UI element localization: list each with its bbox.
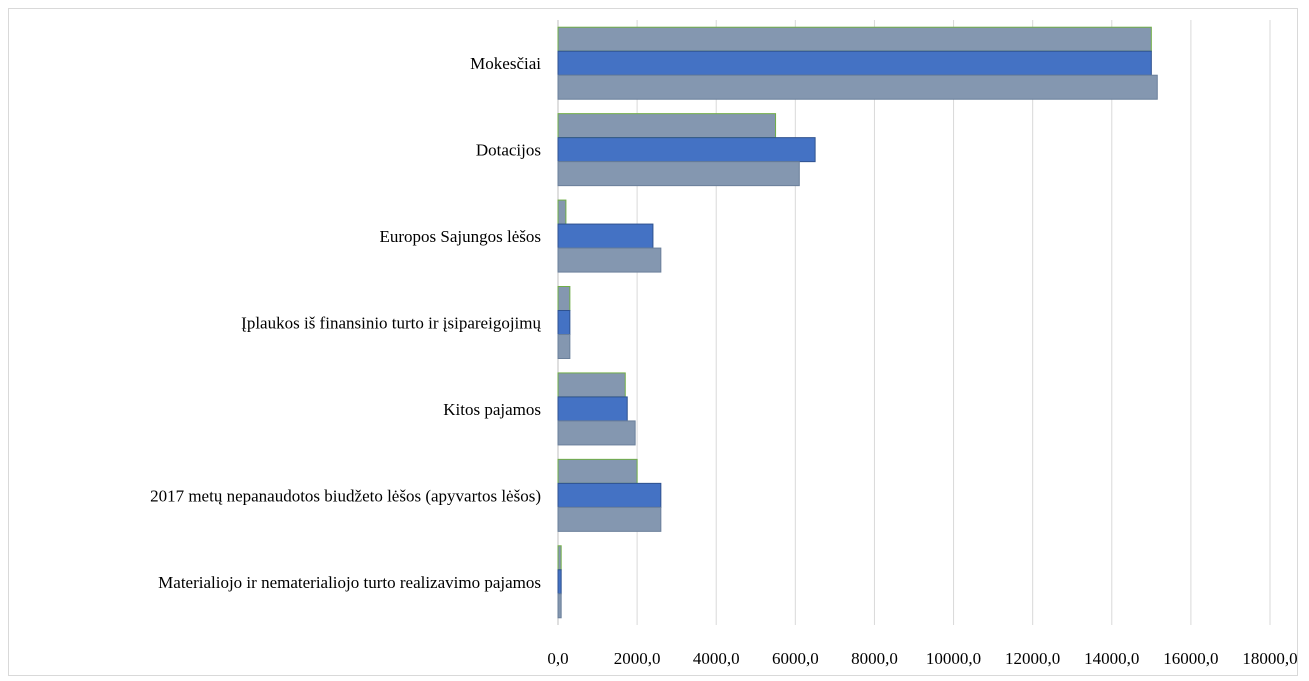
category-label: Dotacijos	[476, 141, 541, 160]
bar-series-1	[557, 26, 1152, 52]
category-label: Europos Sajungos lėšos	[380, 227, 542, 246]
x-tick-label: 8000,0	[851, 649, 898, 668]
bar-series-1	[557, 199, 567, 225]
bar-series-3	[557, 334, 571, 359]
bar-series-2	[557, 482, 662, 508]
x-tick-label: 2000,0	[614, 649, 661, 668]
bar-series-3	[557, 420, 636, 446]
bar-series-2	[557, 223, 654, 249]
x-tick-label: 0,0	[547, 649, 568, 668]
x-tick-label: 18000,0	[1242, 649, 1297, 668]
category-label: Mokesčiai	[470, 54, 541, 73]
category-label: Įplaukos iš finansinio turto ir įsiparei…	[241, 314, 541, 333]
bar-series-1	[557, 286, 571, 311]
bar-series-2	[557, 396, 628, 422]
x-tick-labels: 0,0 2000,0 4000,0 6000,0 8000,0 10000,0 12000,…	[547, 649, 1297, 668]
x-tick-label: 6000,0	[772, 649, 819, 668]
x-tick-label: 10000,0	[926, 649, 981, 668]
bar-series-3	[557, 161, 800, 187]
bar-series-3	[557, 247, 662, 273]
bar-series-3	[557, 74, 1158, 100]
bar-series-1	[557, 372, 626, 398]
x-tick-label: 12000,0	[1005, 649, 1060, 668]
category-label: Kitos pajamos	[443, 400, 541, 419]
category-label: Materialiojo ir nematerialiojo turto rea…	[158, 573, 541, 592]
gridlines	[557, 20, 1271, 625]
bar-series-3	[557, 506, 662, 532]
bar-series-3	[557, 593, 562, 619]
bar-series-2	[557, 50, 1152, 76]
bar-series-2	[557, 137, 816, 163]
bar-series-2	[557, 569, 562, 595]
bar-series-1	[557, 545, 562, 571]
bar-series-2	[557, 310, 571, 335]
x-tick-label: 14000,0	[1084, 649, 1139, 668]
category-labels: Mokesčiai Dotacijos Europos Sajungos lėšos…	[150, 54, 541, 592]
x-tick-label: 16000,0	[1163, 649, 1218, 668]
x-tick-label: 4000,0	[693, 649, 740, 668]
category-label: 2017 metų nepanaudotos biudžeto lėšos (a…	[150, 486, 541, 505]
bar-series-1	[557, 458, 638, 484]
bar-series-1	[557, 113, 777, 139]
bars	[557, 26, 1158, 619]
